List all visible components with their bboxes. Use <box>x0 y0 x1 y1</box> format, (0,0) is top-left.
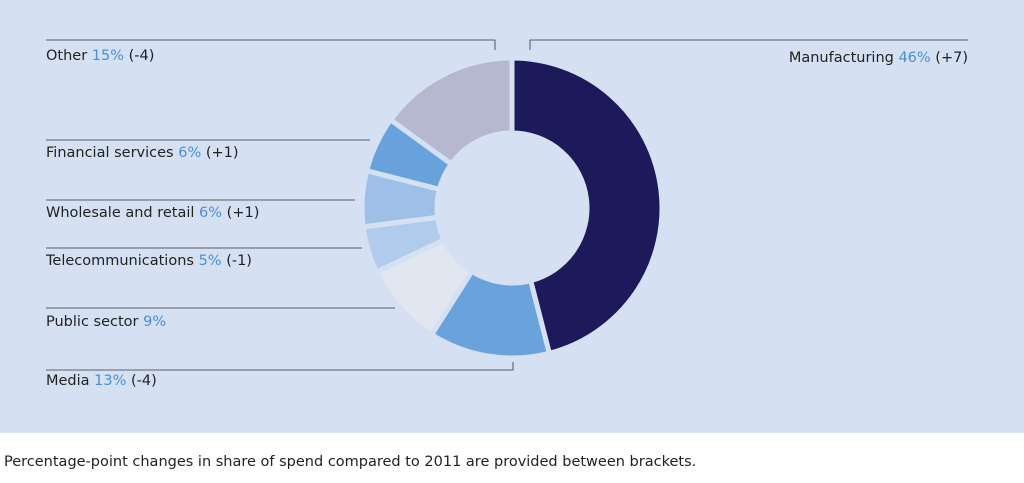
segment-label: Other 15% (-4) <box>46 48 154 64</box>
category-name: Media <box>46 373 90 389</box>
value-label: 46% <box>898 50 930 66</box>
leader-rule <box>46 362 514 371</box>
value-label: 9% <box>143 314 166 330</box>
value-label: 13% <box>94 373 126 389</box>
change-label: (-1) <box>226 253 252 269</box>
segment-label: Public sector 9% <box>46 314 166 330</box>
segment-label: Media 13% (-4) <box>46 373 157 389</box>
change-label: (-4) <box>131 373 157 389</box>
segment-label: Financial services 6% (+1) <box>46 145 239 161</box>
segment-label: Telecommunications 5% (-1) <box>45 253 252 269</box>
change-label: (-4) <box>129 48 155 64</box>
change-label: (+7) <box>935 50 968 66</box>
value-label: 6% <box>199 205 222 221</box>
segment-label: Wholesale and retail 6% (+1) <box>46 205 259 221</box>
category-name: Public sector <box>46 314 139 330</box>
segment-label: Manufacturing 46% (+7) <box>789 50 968 66</box>
leader-rule <box>46 39 496 50</box>
footnote: Percentage-point changes in share of spe… <box>4 454 696 470</box>
donut-segment <box>509 55 665 357</box>
leader-rule <box>529 39 968 50</box>
change-label: (+1) <box>227 205 260 221</box>
category-name: Manufacturing <box>789 50 894 66</box>
value-label: 6% <box>178 145 201 161</box>
category-name: Other <box>46 48 87 64</box>
category-name: Financial services <box>46 145 174 161</box>
value-label: 5% <box>199 253 222 269</box>
value-label: 15% <box>92 48 124 64</box>
category-name: Telecommunications <box>45 253 194 269</box>
change-label: (+1) <box>206 145 239 161</box>
category-name: Wholesale and retail <box>46 205 194 221</box>
donut-segment <box>387 55 515 168</box>
